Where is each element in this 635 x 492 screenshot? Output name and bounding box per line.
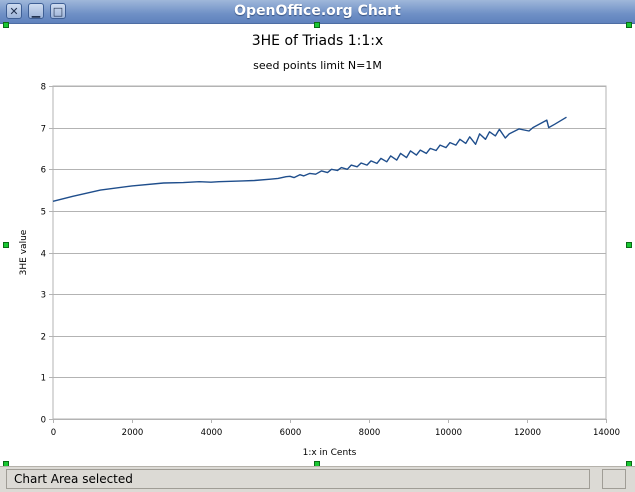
status-text: Chart Area selected bbox=[14, 472, 133, 486]
plot-area bbox=[52, 85, 607, 420]
status-field: Chart Area selected bbox=[6, 469, 590, 489]
y-axis-label: 3HE value bbox=[19, 229, 29, 275]
y-tick-label: 0 bbox=[41, 416, 46, 426]
minimize-icon[interactable]: ▁ bbox=[28, 3, 44, 19]
selection-handle-top-middle[interactable] bbox=[314, 22, 320, 28]
x-tick-label: 12000 bbox=[514, 428, 541, 438]
chart-svg[interactable]: 0 1 2 3 4 5 6 7 8 0 2000 4000 6000 8000 10000 12000 1400… bbox=[0, 0, 635, 466]
window-titlebar: ✕ ▁ □ OpenOffice.org Chart bbox=[0, 0, 635, 24]
window-title: OpenOffice.org Chart bbox=[234, 3, 401, 19]
x-tick-label: 4000 bbox=[201, 428, 223, 438]
x-axis-label: 1:x in Cents bbox=[303, 448, 357, 458]
status-bar: Chart Area selected bbox=[0, 466, 635, 492]
chart-subtitle[interactable]: seed points limit N=1M bbox=[253, 59, 382, 72]
x-tick-label: 8000 bbox=[359, 428, 381, 438]
series-line[interactable] bbox=[52, 116, 567, 202]
x-tick-label: 6000 bbox=[280, 428, 302, 438]
y-tick-label: 4 bbox=[41, 250, 46, 260]
y-tick-label: 3 bbox=[41, 291, 46, 301]
selection-handle-middle-left[interactable] bbox=[3, 242, 9, 248]
selection-handle-top-left[interactable] bbox=[3, 22, 9, 28]
y-tick-label: 7 bbox=[41, 125, 46, 135]
selection-handle-top-right[interactable] bbox=[626, 22, 632, 28]
y-tick-label: 8 bbox=[41, 83, 46, 93]
x-tick-label: 0 bbox=[51, 428, 56, 438]
y-tick-label: 2 bbox=[41, 333, 46, 343]
y-tick-label: 1 bbox=[41, 374, 46, 384]
selection-handle-middle-right[interactable] bbox=[626, 242, 632, 248]
status-field-secondary bbox=[602, 469, 626, 489]
x-tick-label: 14000 bbox=[593, 428, 620, 438]
y-tick-label: 5 bbox=[41, 208, 46, 218]
close-icon[interactable]: ✕ bbox=[6, 3, 22, 19]
x-tick-label: 10000 bbox=[435, 428, 462, 438]
x-tick-label: 2000 bbox=[122, 428, 144, 438]
chart-title[interactable]: 3HE of Triads 1:1:x bbox=[251, 33, 384, 49]
y-tick-label: 6 bbox=[41, 166, 46, 176]
maximize-icon[interactable]: □ bbox=[50, 3, 66, 19]
